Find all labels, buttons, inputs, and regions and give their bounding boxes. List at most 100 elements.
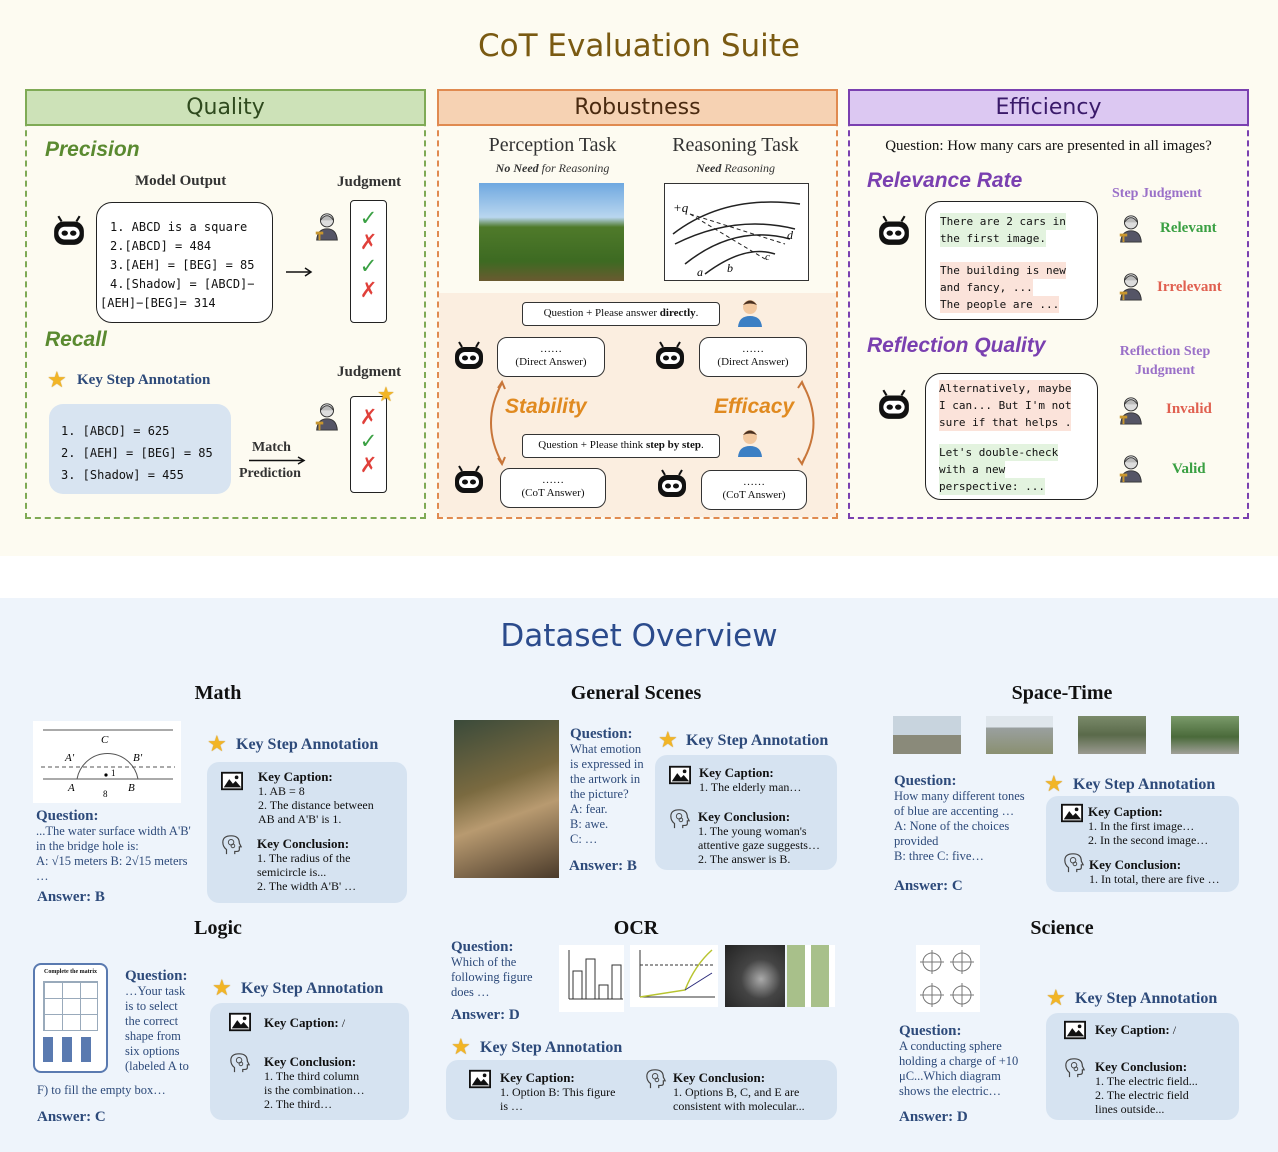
svg-text:a: a bbox=[697, 265, 703, 279]
prediction-label: Prediction bbox=[239, 466, 301, 481]
question-line: …Your task bbox=[125, 984, 186, 998]
brain-icon bbox=[645, 1068, 667, 1090]
question-line: of blue are accenting … bbox=[894, 804, 1015, 818]
cross-icon: ✗ bbox=[359, 230, 378, 254]
step-judgment-label: Step Judgment bbox=[1112, 186, 1202, 201]
video-frame-1 bbox=[893, 716, 961, 754]
reasoning-subtitle: Need Reasoning bbox=[653, 161, 818, 176]
space-time-title: Space-Time bbox=[1011, 682, 1113, 704]
valid-label: Valid bbox=[1172, 461, 1206, 477]
prompt-text: Question + Please answer bbox=[543, 307, 660, 319]
question-label: Question: bbox=[451, 939, 514, 955]
figure-label: C bbox=[101, 734, 109, 746]
cot-prompt-box: Question + Please think step by step. bbox=[522, 434, 720, 458]
key-step-annotation-label: Key Step Annotation bbox=[236, 736, 379, 753]
dots: …… bbox=[540, 343, 562, 355]
direct-prompt-box: Question + Please answer directly. bbox=[522, 302, 720, 326]
image-icon bbox=[221, 770, 243, 792]
relevant-label: Relevant bbox=[1160, 220, 1217, 236]
question-label: Question: bbox=[125, 968, 188, 984]
question-label: Question: bbox=[570, 726, 633, 742]
stability-label: Stability bbox=[505, 395, 587, 418]
sphinx-photo bbox=[479, 183, 624, 281]
math-answer: Answer: B bbox=[37, 889, 105, 905]
subtitle-bold: No Need bbox=[495, 161, 539, 175]
ocr-annotation-box bbox=[446, 1060, 837, 1120]
question-line: C: … bbox=[570, 832, 598, 846]
output-line: 4.[Shadow] = [ABCD]− bbox=[110, 277, 255, 291]
plots-grid-thumbnail bbox=[787, 945, 835, 1007]
judgment-box: ✗ ✓ ✗ bbox=[350, 396, 387, 493]
label-line: Judgment bbox=[1135, 363, 1195, 378]
caption-label: Key Caption: bbox=[500, 1070, 575, 1085]
image-icon bbox=[229, 1011, 251, 1033]
logic-key-caption: Key Caption: / bbox=[264, 1016, 345, 1031]
general-key-caption: Key Caption: 1. The elderly man… bbox=[699, 766, 801, 795]
dots: …… bbox=[743, 476, 765, 488]
key-step-annotation-label: Key Step Annotation bbox=[241, 980, 384, 997]
conclusion-line: is the combination… bbox=[264, 1083, 365, 1097]
robot-icon bbox=[453, 464, 485, 496]
reflection-step-judgment-label: Reflection Step Judgment bbox=[1100, 342, 1230, 380]
efficacy-label: Efficacy bbox=[714, 395, 795, 418]
irrelevant-step-line: The people are ... bbox=[940, 296, 1060, 313]
general-question: Question: What emotion is expressed in the… bbox=[570, 727, 644, 847]
reflection-bubble: Alternatively, maybe I can... But I'm no… bbox=[925, 373, 1098, 500]
math-question: Question: ...The water surface width A'B… bbox=[36, 809, 191, 884]
logic-question-tail: F) to fill the empty box… bbox=[37, 1083, 166, 1097]
question-line: A conducting sphere bbox=[899, 1039, 1002, 1053]
model-output-bubble: 1. ABCD is a square 2.[ABCD] = 484 3.[AE… bbox=[96, 202, 273, 323]
key-step-annotation-label: Key Step Annotation bbox=[480, 1039, 623, 1056]
brain-icon bbox=[229, 1052, 251, 1074]
brain-icon bbox=[221, 834, 243, 856]
user-icon bbox=[734, 426, 766, 458]
dots: …… bbox=[542, 474, 564, 486]
key-step-annotation-label: Key Step Annotation bbox=[1073, 776, 1216, 793]
question-label: Question: bbox=[899, 1023, 962, 1039]
logic-question: Question: …Your task is to select the corr… bbox=[125, 969, 189, 1074]
svg-text:d: d bbox=[787, 228, 794, 242]
star-icon: ★ bbox=[1044, 771, 1064, 796]
output-line: 3.[AEH] = [BEG] = 85 bbox=[110, 258, 255, 272]
star-icon: ★ bbox=[1046, 985, 1066, 1010]
conclusion-line: 1. The electric field... bbox=[1095, 1074, 1198, 1088]
caption-label: Key Caption: bbox=[1088, 804, 1163, 819]
key-step-annotation-label: Key Step Annotation bbox=[1075, 990, 1218, 1007]
math-key-conclusion: Key Conclusion: 1. The radius of the semic… bbox=[257, 837, 356, 894]
key-step-label: Key Step Annotation bbox=[77, 372, 211, 388]
conclusion-line: 2. The third… bbox=[264, 1097, 333, 1111]
conclusion-label: Key Conclusion: bbox=[1095, 1059, 1188, 1074]
cot-answer-box: …… (CoT Answer) bbox=[500, 468, 606, 508]
robot-icon bbox=[877, 388, 911, 422]
figure-title: Complete the matrix bbox=[44, 969, 97, 975]
question-line: is to select bbox=[125, 999, 178, 1013]
conclusion-line: attentive gaze suggests… bbox=[698, 838, 820, 852]
efficiency-header: Efficiency bbox=[848, 89, 1249, 126]
answer-label: (Direct Answer) bbox=[717, 356, 789, 368]
question-line: What emotion bbox=[570, 742, 642, 756]
science-key-conclusion: Key Conclusion: 1. The electric field... 2… bbox=[1095, 1059, 1198, 1117]
arrow-icon bbox=[286, 267, 313, 277]
conclusion-line: 1. In total, there are five … bbox=[1089, 872, 1220, 886]
check-icon: ✓ bbox=[359, 429, 378, 453]
key-step-annotation-label: Key Step Annotation bbox=[686, 732, 829, 749]
images-icon bbox=[1061, 802, 1083, 824]
science-answer: Answer: D bbox=[899, 1109, 968, 1125]
cross-icon: ✗ bbox=[359, 278, 378, 302]
question-line: shape from bbox=[125, 1029, 181, 1043]
video-frame-3 bbox=[1078, 716, 1146, 754]
output-line: 1. ABCD is a square bbox=[110, 220, 248, 234]
subtitle-rest: for Reasoning bbox=[538, 161, 610, 175]
image-icon bbox=[669, 764, 691, 786]
arrow-icon bbox=[249, 456, 306, 465]
robustness-header: Robustness bbox=[437, 89, 838, 126]
user-icon bbox=[734, 296, 766, 328]
judgment-label: Judgment bbox=[337, 174, 402, 190]
robot-icon bbox=[453, 340, 485, 372]
brain-icon bbox=[669, 808, 691, 830]
star-icon: ★ bbox=[207, 731, 227, 756]
figure-label: B bbox=[128, 782, 135, 794]
question-line: in the bridge hole is: bbox=[36, 839, 139, 853]
spacetime-answer: Answer: C bbox=[894, 878, 963, 894]
question-line: How many different tones bbox=[894, 789, 1025, 803]
